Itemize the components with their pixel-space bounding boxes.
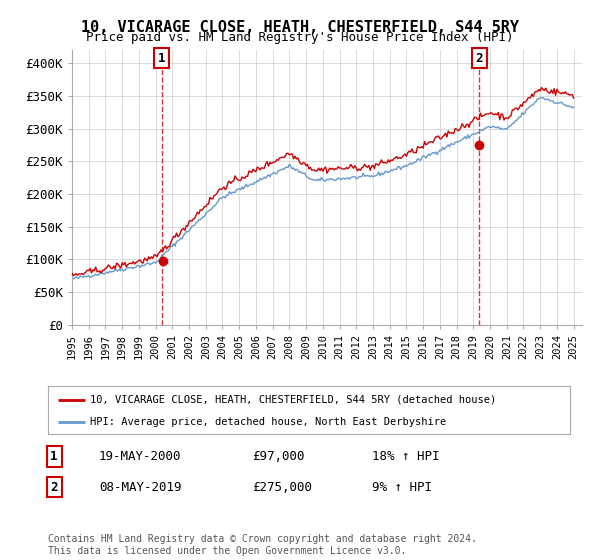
Text: HPI: Average price, detached house, North East Derbyshire: HPI: Average price, detached house, Nort…	[90, 417, 446, 427]
Text: Price paid vs. HM Land Registry's House Price Index (HPI): Price paid vs. HM Land Registry's House …	[86, 31, 514, 44]
Text: £275,000: £275,000	[252, 480, 312, 494]
Text: £97,000: £97,000	[252, 450, 305, 463]
Text: 10, VICARAGE CLOSE, HEATH, CHESTERFIELD, S44 5RY: 10, VICARAGE CLOSE, HEATH, CHESTERFIELD,…	[81, 20, 519, 35]
Text: 19-MAY-2000: 19-MAY-2000	[99, 450, 182, 463]
Text: Contains HM Land Registry data © Crown copyright and database right 2024.
This d: Contains HM Land Registry data © Crown c…	[48, 534, 477, 556]
Text: 1: 1	[158, 52, 166, 65]
Text: 2: 2	[50, 480, 58, 494]
Text: 9% ↑ HPI: 9% ↑ HPI	[372, 480, 432, 494]
Text: 1: 1	[50, 450, 58, 463]
Text: 18% ↑ HPI: 18% ↑ HPI	[372, 450, 439, 463]
Text: 10, VICARAGE CLOSE, HEATH, CHESTERFIELD, S44 5RY (detached house): 10, VICARAGE CLOSE, HEATH, CHESTERFIELD,…	[90, 395, 496, 405]
Text: 2: 2	[476, 52, 483, 65]
Text: 08-MAY-2019: 08-MAY-2019	[99, 480, 182, 494]
